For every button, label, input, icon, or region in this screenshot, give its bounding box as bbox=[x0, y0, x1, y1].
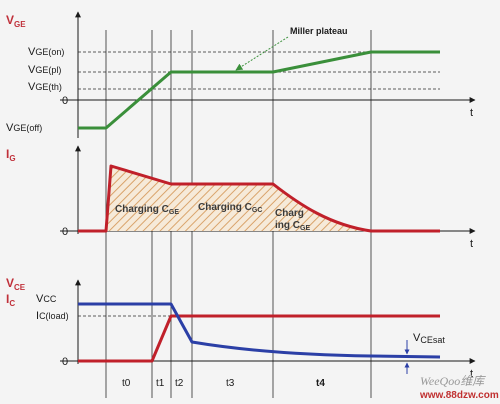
vge-on-label: VGE(on) bbox=[28, 46, 64, 58]
interval-t2: t2 bbox=[175, 378, 184, 389]
ic-axis-label: IC bbox=[6, 292, 15, 308]
vce-waveform bbox=[78, 302, 441, 359]
ig-zero-label: 0 bbox=[62, 226, 68, 238]
interval-t1: t1 bbox=[156, 378, 165, 389]
vge-th-label: VGE(th) bbox=[28, 81, 62, 93]
ig-t-label: t bbox=[470, 238, 473, 250]
charging-cgc-text: Charging CGC bbox=[198, 202, 262, 214]
miller-plateau-label: Miller plateau bbox=[290, 26, 348, 36]
charging-cge-text: Charging CGE bbox=[115, 204, 179, 216]
charging-cge-2-line2: ing CGE bbox=[275, 220, 310, 232]
panel-vce-ic: VCE IC VCC IC(load) 0 t VCEsat bbox=[6, 276, 476, 380]
watermark-brand: WeeQoo维库 bbox=[420, 374, 486, 388]
ig-waveform bbox=[78, 164, 440, 233]
vge-axis-label: VGE bbox=[6, 13, 26, 29]
interval-labels: t0 t1 t2 t3 t4 bbox=[122, 378, 325, 389]
interval-t3: t3 bbox=[226, 378, 235, 389]
vcesat-label: VCEsat bbox=[413, 332, 445, 345]
miller-plateau-arrow bbox=[235, 36, 289, 71]
vce-axis-label: VCE bbox=[6, 276, 26, 292]
watermark: WeeQoo维库 www.88dzw.com bbox=[419, 374, 499, 401]
ig-axis-label: IG bbox=[6, 147, 16, 163]
vge-waveform bbox=[78, 50, 440, 130]
icload-label: IC(load) bbox=[36, 310, 69, 322]
vce-t-label: t bbox=[470, 368, 473, 380]
panel-vge: VGE VGE(on) VGE(pl) VGE(th) 0 VGE(off) t… bbox=[6, 11, 476, 138]
interval-t0: t0 bbox=[122, 378, 131, 389]
vge-t-label: t bbox=[470, 107, 473, 119]
vge-pl-label: VGE(pl) bbox=[28, 64, 61, 76]
ic-waveform bbox=[78, 314, 440, 363]
interval-t4: t4 bbox=[316, 378, 325, 389]
vge-zero-label: 0 bbox=[62, 95, 68, 107]
ig-charge-area bbox=[106, 166, 371, 231]
watermark-url: www.88dzw.com bbox=[419, 390, 499, 401]
vge-off-label: VGE(off) bbox=[6, 122, 42, 134]
charging-cge-2-line1: Charg bbox=[275, 208, 304, 219]
vcc-label: VCC bbox=[36, 293, 57, 305]
vce-zero-label: 0 bbox=[62, 356, 68, 368]
panel-ig: IG 0 t Charging CGE Charging CGC Charg i… bbox=[6, 145, 476, 250]
